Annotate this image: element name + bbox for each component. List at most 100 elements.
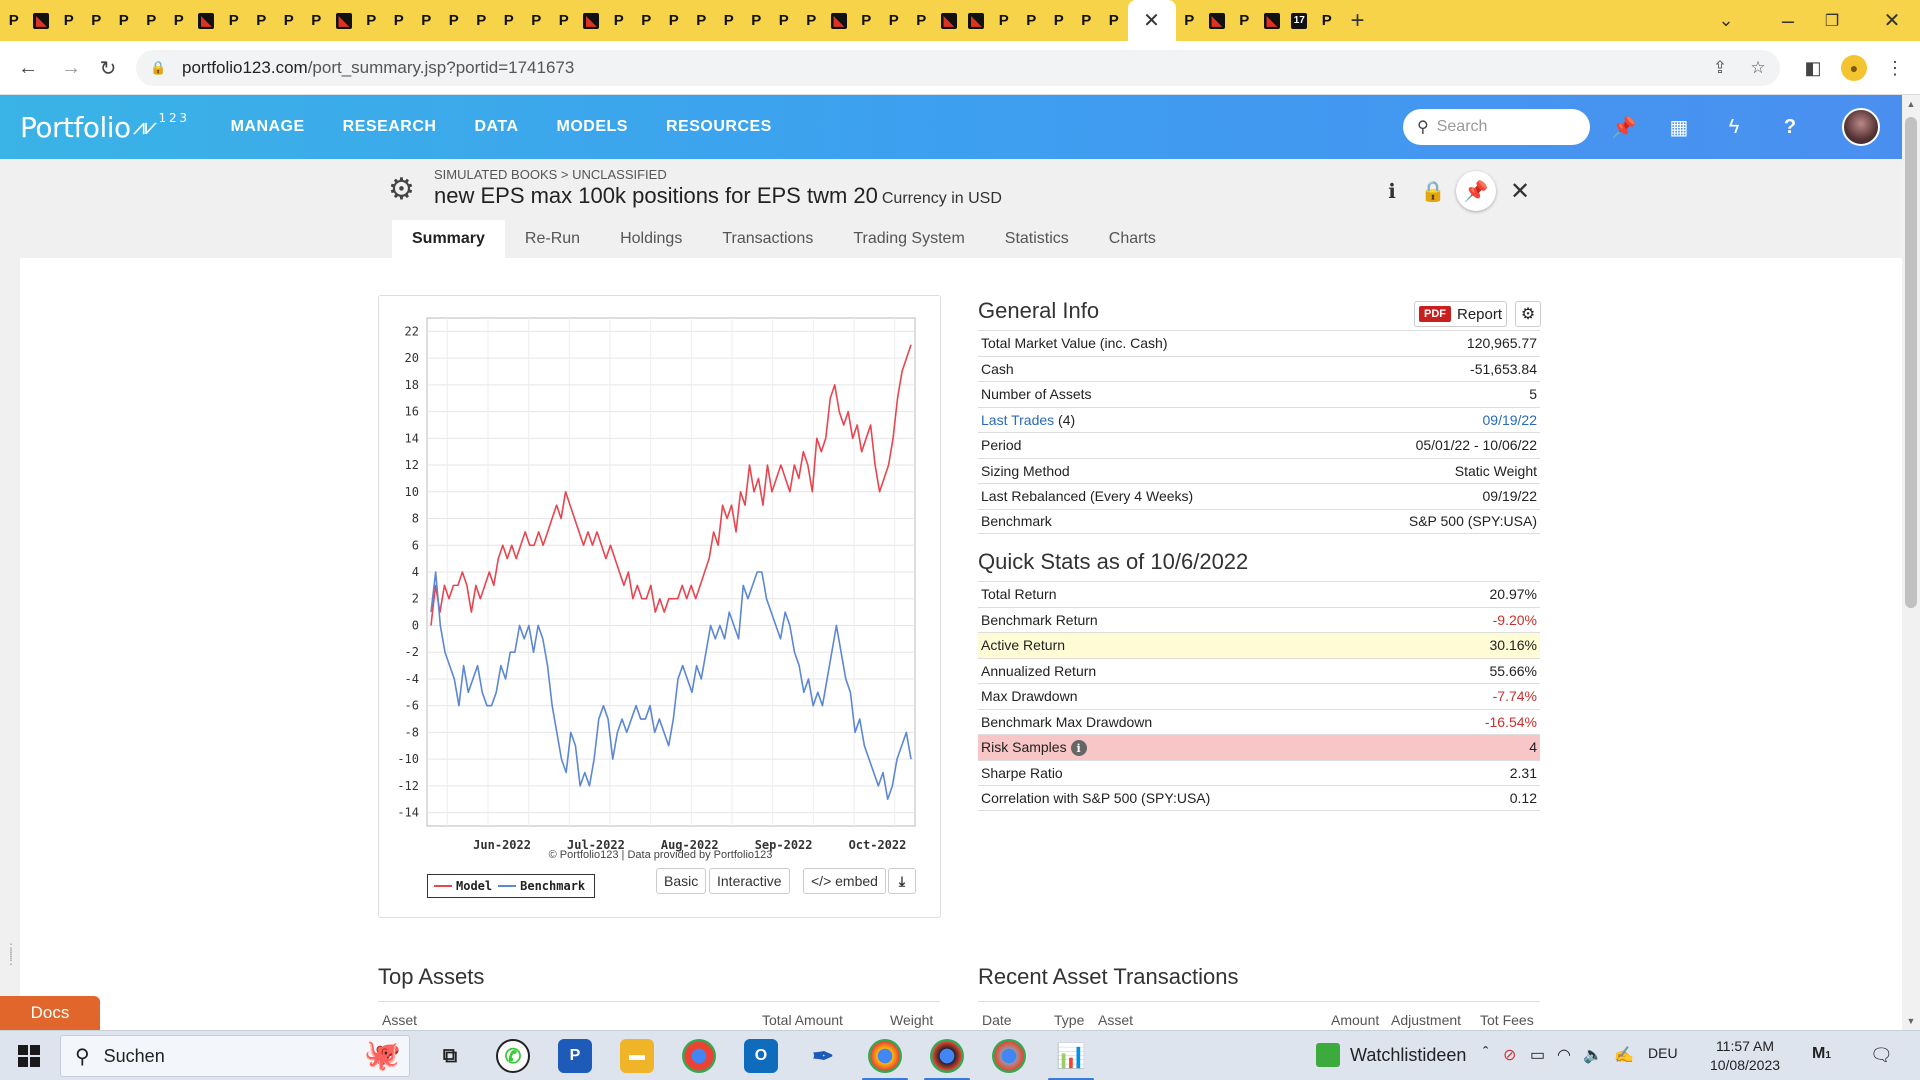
close-window-icon[interactable]: ✕	[1883, 10, 1901, 32]
browser-tab[interactable]: P	[990, 0, 1018, 41]
browser-tab[interactable]: P	[770, 0, 798, 41]
download-icon[interactable]: ⤓	[888, 868, 916, 894]
browser-tab[interactable]: P	[468, 0, 496, 41]
security-icon[interactable]: ⊘	[1503, 1047, 1517, 1064]
battery-icon[interactable]: ▭	[1530, 1047, 1546, 1064]
url-text[interactable]: portfolio123.com/port_summary.jsp?portid…	[182, 58, 574, 78]
chart-legend[interactable]: Model Benchmark	[427, 874, 595, 898]
breadcrumb[interactable]: SIMULATED BOOKS > UNCLASSIFIED	[434, 167, 667, 182]
reload-icon[interactable]: ↻	[99, 57, 117, 80]
col-asset[interactable]: Asset	[382, 1012, 418, 1028]
last-trades-link[interactable]: Last Trades	[981, 411, 1055, 428]
lock-red-icon[interactable]: 🔒	[1420, 180, 1446, 203]
stock-chart-app-icon[interactable]: 📊	[1048, 1039, 1094, 1080]
pen-icon[interactable]: ✍	[1614, 1047, 1634, 1064]
system-clock[interactable]: 11:57 AM 10/08/2023	[1705, 1037, 1785, 1075]
browser-tab[interactable]: P	[743, 0, 771, 41]
chrome-profile-3-icon[interactable]	[992, 1039, 1026, 1073]
browser-tab[interactable]: P	[413, 0, 441, 41]
language-indicator[interactable]: DEU	[1648, 1045, 1678, 1061]
profile-icon[interactable]: ●	[1839, 53, 1869, 83]
minimize-icon[interactable]: –	[1781, 7, 1795, 33]
tab-trading-system[interactable]: Trading System	[853, 230, 965, 247]
tab-rerun[interactable]: Re-Run	[524, 230, 581, 247]
new-tab-icon[interactable]: +	[1350, 6, 1365, 34]
taskbar-search[interactable]: ⚲ Suchen 🐙	[60, 1035, 410, 1077]
browser-tab[interactable]: P	[1018, 0, 1046, 41]
last-trades-date-link[interactable]: 09/19/22	[1482, 411, 1538, 428]
restore-icon[interactable]: ❐	[1824, 12, 1840, 30]
scrollbar-thumb[interactable]	[1905, 117, 1917, 608]
chrome-profile-2-icon[interactable]	[924, 1039, 970, 1080]
browser-tab-active[interactable]: ✕	[1127, 0, 1176, 41]
scroll-down-icon[interactable]: ▼	[1906, 1016, 1916, 1026]
browser-tab[interactable]: P	[138, 0, 166, 41]
settings-gear-icon[interactable]: ⚙	[388, 173, 415, 206]
browser-tab[interactable]: ◣	[1258, 0, 1286, 41]
browser-tab[interactable]: ◣	[963, 0, 991, 41]
notification-badge-icon[interactable]: M1	[1812, 1045, 1831, 1062]
logo[interactable]: Portfolio ⩘⩗ 1 2 3	[20, 110, 187, 144]
browser-tab[interactable]: P	[1045, 0, 1073, 41]
browser-tab[interactable]: P	[220, 0, 248, 41]
browser-tab[interactable]: P	[523, 0, 551, 41]
browser-tab[interactable]: P	[110, 0, 138, 41]
browser-tab[interactable]: P	[358, 0, 386, 41]
pin-icon[interactable]: 📌	[1611, 116, 1637, 139]
back-icon[interactable]: ←	[18, 56, 38, 79]
browser-tab[interactable]: P	[83, 0, 111, 41]
app-search[interactable]: ⚲	[1403, 109, 1590, 145]
embed-button[interactable]: </> embed	[803, 868, 886, 894]
address-bar[interactable]: 🔒 portfolio123.com/port_summary.jsp?port…	[136, 50, 1780, 86]
browser-tab[interactable]: P	[1231, 0, 1259, 41]
nav-models[interactable]: MODELS	[556, 118, 628, 135]
scroll-up-icon[interactable]: ▲	[1906, 99, 1916, 109]
bookmark-star-icon[interactable]: ☆	[1750, 58, 1766, 77]
feather-app-icon[interactable]: ✒	[812, 1040, 834, 1071]
docs-button[interactable]: Docs	[0, 996, 100, 1030]
forward-icon[interactable]: →	[61, 56, 81, 79]
browser-tab[interactable]: 17	[1286, 0, 1314, 41]
browser-tab[interactable]: P	[0, 0, 28, 41]
avatar[interactable]	[1842, 108, 1880, 146]
col-adjustment[interactable]: Adjustment	[1391, 1012, 1462, 1028]
publisher-icon[interactable]: P	[558, 1039, 592, 1073]
tab-charts[interactable]: Charts	[1108, 230, 1156, 247]
nav-resources[interactable]: RESOURCES	[665, 118, 772, 135]
wifi-icon[interactable]: ◠	[1557, 1047, 1571, 1064]
nav-manage[interactable]: MANAGE	[230, 118, 305, 135]
browser-tab[interactable]: P	[798, 0, 826, 41]
col-type[interactable]: Type	[1054, 1012, 1085, 1028]
col-tot-fees[interactable]: Tot Fees	[1480, 1012, 1534, 1028]
report-settings-gear-icon[interactable]: ⚙	[1515, 301, 1541, 327]
browser-tab[interactable]: P	[660, 0, 688, 41]
browser-tab[interactable]: P	[55, 0, 83, 41]
browser-tab[interactable]: P	[1073, 0, 1101, 41]
bolt-icon[interactable]: ϟ	[1728, 115, 1740, 138]
browser-tab[interactable]: P	[688, 0, 716, 41]
share-icon[interactable]: ⇪	[1712, 58, 1728, 77]
tab-summary[interactable]: Summary	[392, 220, 505, 258]
col-date[interactable]: Date	[982, 1012, 1012, 1028]
browser-tab[interactable]: P	[550, 0, 578, 41]
search-input[interactable]	[1436, 118, 1577, 136]
col-amount[interactable]: Amount	[1331, 1012, 1380, 1028]
tab-search-icon[interactable]: ⌄	[1718, 10, 1734, 30]
browser-tab[interactable]: P	[605, 0, 633, 41]
col-weight[interactable]: Weight	[890, 1012, 934, 1028]
action-center-icon[interactable]: 🗨	[1870, 1045, 1893, 1065]
info-icon[interactable]: i	[1070, 740, 1087, 756]
volume-icon[interactable]: 🔈	[1583, 1047, 1603, 1064]
browser-tab[interactable]: P	[1100, 0, 1128, 41]
pin-button[interactable]: 📌	[1456, 171, 1496, 211]
browser-tab[interactable]: P	[303, 0, 331, 41]
resize-grip[interactable]: ⋮ ⋮ ⋮	[5, 941, 17, 967]
col-asset[interactable]: Asset	[1098, 1012, 1134, 1028]
browser-tab[interactable]: P	[495, 0, 523, 41]
col-total-amount[interactable]: Total Amount	[762, 1012, 843, 1028]
browser-tab[interactable]: P	[165, 0, 193, 41]
browser-tab[interactable]: P	[715, 0, 743, 41]
interactive-button[interactable]: Interactive	[709, 868, 790, 894]
tab-transactions[interactable]: Transactions	[722, 230, 814, 247]
tray-overflow-icon[interactable]: ˆ	[1483, 1045, 1489, 1062]
